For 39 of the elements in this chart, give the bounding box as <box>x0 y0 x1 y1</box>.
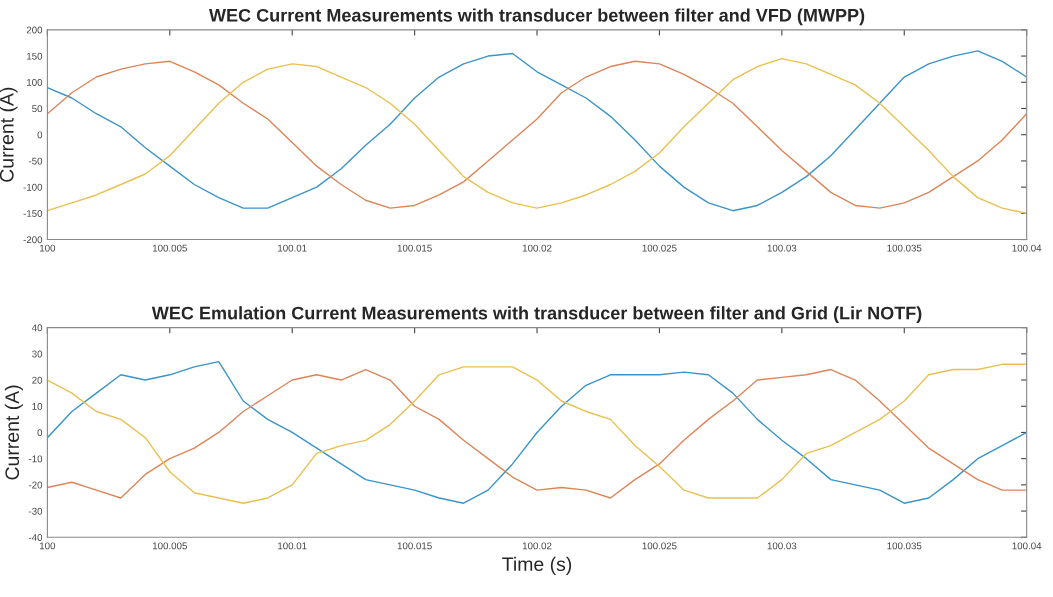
y-tick-label: 100 <box>27 79 43 86</box>
y-tick-label: 200 <box>26 26 43 34</box>
y-tick-label: 40 <box>31 324 43 332</box>
x-tick-label: 100.03 <box>767 244 797 252</box>
x-tick-label: 100.025 <box>642 244 677 252</box>
y-tick-label: -20 <box>28 481 43 489</box>
y-tick-label: 30 <box>32 350 43 358</box>
y-tick-label: -40 <box>28 534 43 541</box>
x-tick-label: 100.025 <box>642 542 677 550</box>
y-tick-label: 50 <box>32 105 43 113</box>
x-tick-label: 100.01 <box>278 244 307 252</box>
y-tick-label: 0 <box>37 131 43 139</box>
y-axis-title: Current (A) <box>4 385 23 480</box>
y-tick-label: 10 <box>32 402 43 410</box>
x-tick-label: 100.005 <box>152 542 187 550</box>
x-tick-label: 100.01 <box>278 542 307 550</box>
x-tick-label: 100.03 <box>767 542 797 550</box>
x-axis-title: Time (s) <box>502 556 572 575</box>
x-tick-label: 100.035 <box>887 244 922 252</box>
x-tick-label: 100.035 <box>887 542 922 550</box>
y-tick-label: 150 <box>27 52 43 60</box>
x-tick-label: 100.04 <box>1012 244 1042 252</box>
y-tick-label: -30 <box>28 507 43 515</box>
y-tick-label: -10 <box>28 455 43 463</box>
x-tick-label: 100.04 <box>1012 542 1042 550</box>
y-tick-label: 20 <box>32 376 43 384</box>
x-tick-label: 100.02 <box>522 244 552 252</box>
y-tick-label: -100 <box>23 183 43 191</box>
x-tick-label: 100.005 <box>152 244 187 252</box>
chart-title: WEC Emulation Current Measurements with transducer between filter and Grid (Lir NOTF) <box>151 306 922 324</box>
y-axis-title: Current (A) <box>0 87 18 182</box>
x-tick-label: 100.015 <box>397 244 432 252</box>
x-tick-label: 100.02 <box>522 542 552 550</box>
y-tick-label: -50 <box>28 157 43 165</box>
x-tick-label: 100.015 <box>397 542 432 550</box>
chart-title: WEC Current Measurements with transducer between filter and VFD (MWPP) <box>209 8 865 26</box>
y-tick-label: -200 <box>23 236 43 244</box>
y-tick-label: -150 <box>23 210 43 217</box>
y-tick-label: 0 <box>37 429 43 437</box>
